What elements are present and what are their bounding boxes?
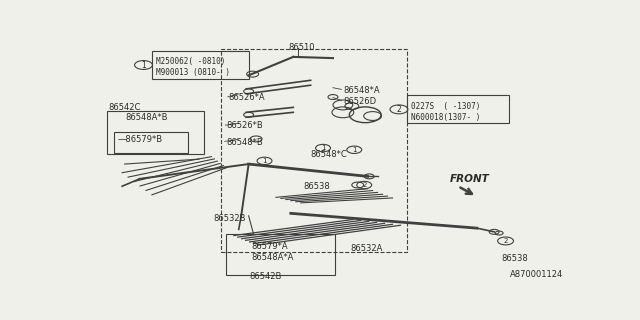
Text: 86579*A: 86579*A <box>251 242 288 251</box>
Text: 1: 1 <box>321 145 325 151</box>
Text: 86526*A: 86526*A <box>229 93 266 102</box>
Text: M250062( -0810): M250062( -0810) <box>156 57 225 66</box>
Text: 86510: 86510 <box>288 43 315 52</box>
Text: 1: 1 <box>352 147 356 153</box>
Text: 86548A*A: 86548A*A <box>251 253 294 262</box>
Text: 1: 1 <box>262 158 267 164</box>
Text: 86548*C: 86548*C <box>310 150 348 159</box>
Text: 86538: 86538 <box>303 182 330 191</box>
Text: 2: 2 <box>362 182 366 188</box>
Text: 86532A: 86532A <box>350 244 383 253</box>
Text: 86542C: 86542C <box>109 103 141 112</box>
Text: 86542B: 86542B <box>250 272 282 281</box>
Bar <box>221 50 408 252</box>
Text: 2: 2 <box>397 105 401 114</box>
Text: A870001124: A870001124 <box>510 270 564 279</box>
Text: 1: 1 <box>141 60 146 69</box>
Text: 86526*B: 86526*B <box>227 121 263 130</box>
Text: N600018(1307- ): N600018(1307- ) <box>412 113 481 122</box>
Bar <box>408 95 509 124</box>
Text: FRONT: FRONT <box>449 174 489 184</box>
Bar <box>108 111 204 154</box>
Text: 0227S  ( -1307): 0227S ( -1307) <box>412 102 481 111</box>
Bar <box>152 51 248 79</box>
Bar <box>114 132 188 153</box>
Text: —86579*B: —86579*B <box>117 135 163 144</box>
Text: 86548*A: 86548*A <box>343 86 380 95</box>
Bar <box>227 234 335 275</box>
Text: 86526D: 86526D <box>343 97 376 106</box>
Text: 2: 2 <box>504 238 508 244</box>
Text: 86548*B: 86548*B <box>227 138 263 147</box>
Text: 86548A*B: 86548A*B <box>125 113 168 122</box>
Text: 86538: 86538 <box>502 254 529 263</box>
Text: 86532B: 86532B <box>213 214 245 223</box>
Text: M900013 (0810- ): M900013 (0810- ) <box>156 68 230 77</box>
